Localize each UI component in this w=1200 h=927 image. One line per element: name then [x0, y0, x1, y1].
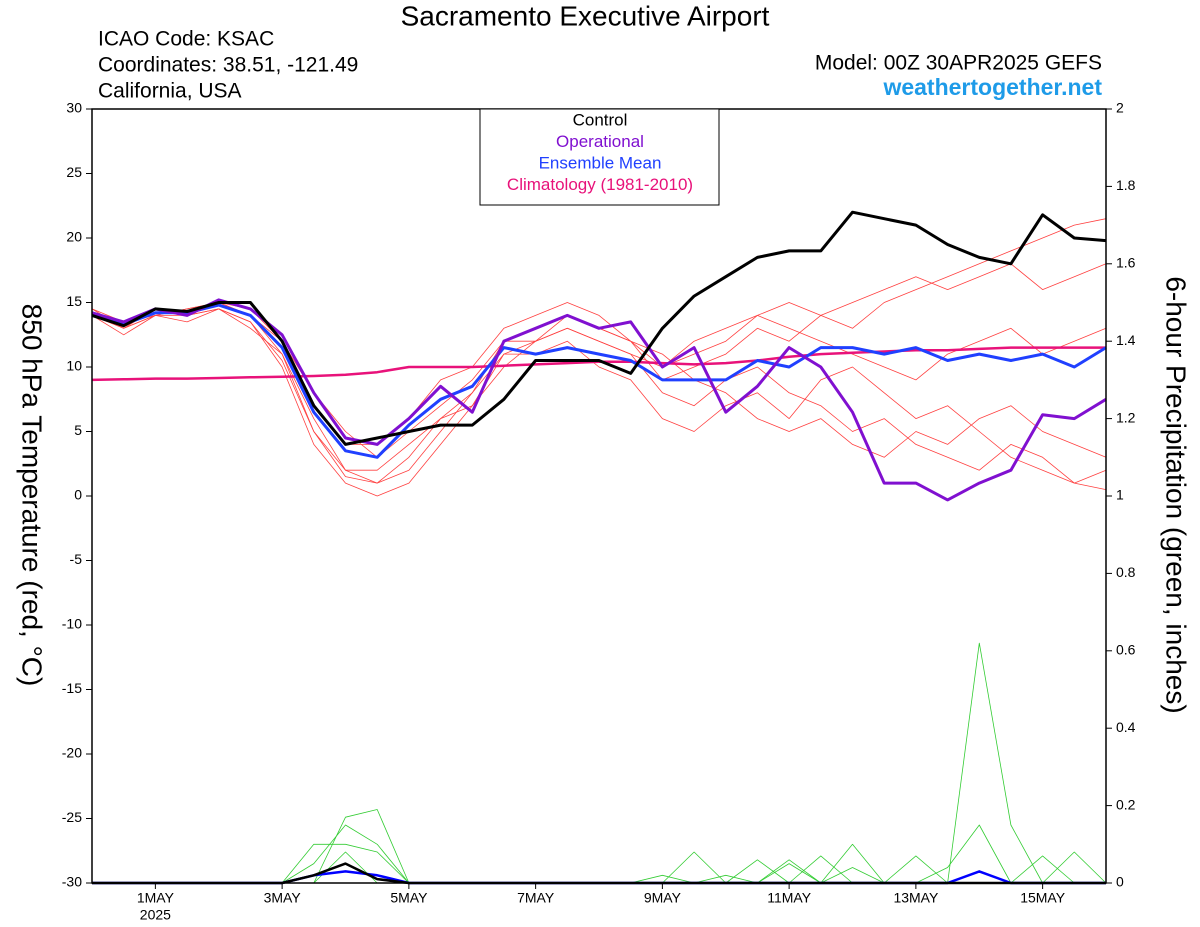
x-tick-label: 11MAY: [767, 890, 811, 906]
y-tick-label: -30: [62, 874, 82, 890]
x-tick-label: 13MAY: [893, 890, 939, 906]
x-tick-label: 3MAY: [264, 890, 302, 906]
x-tick-label: 1MAY: [137, 890, 175, 906]
y-tick-label: 20: [66, 229, 82, 245]
legend: Control Operational Ensemble Mean Climatolo…: [479, 108, 720, 206]
y2-axis-label: 6-hour Precipitation (green, inches): [1161, 276, 1192, 713]
y2-tick-label: 1: [1116, 487, 1124, 503]
y2-tick-label: 1.6: [1116, 255, 1136, 271]
precip-line: [92, 843, 1106, 884]
series-line: [91, 298, 1107, 502]
y-tick-label: 10: [66, 358, 82, 374]
y2-tick-label: 1.4: [1116, 332, 1136, 348]
y-tick-label: -5: [70, 551, 83, 567]
station-coordinates: Coordinates: 38.51, -121.49: [98, 54, 358, 77]
y-tick-label: 30: [66, 100, 82, 116]
y2-tick-label: 0.2: [1116, 796, 1136, 812]
member-line: [91, 302, 1107, 458]
y-tick-label: -25: [62, 809, 82, 825]
y2-tick-label: 1.8: [1116, 177, 1136, 193]
y2-tick-label: 1.2: [1116, 409, 1136, 425]
y2-tick-label: 0: [1116, 874, 1124, 890]
precip-line: [92, 870, 1106, 885]
member-line: [91, 308, 1107, 484]
y-tick-label: -10: [62, 616, 82, 632]
x-year-label: 2025: [140, 907, 171, 923]
y2-tick-label: 2: [1116, 100, 1124, 116]
y-tick-label: 0: [74, 487, 82, 503]
y-tick-label: -20: [62, 745, 82, 761]
series-line: [91, 346, 1106, 382]
precip-line: [92, 642, 1107, 884]
y-tick-label: 25: [66, 164, 82, 180]
precip-line: [92, 809, 1106, 884]
y-tick-label: 15: [66, 293, 82, 309]
member-line: [91, 263, 1107, 445]
plot-area: [91, 210, 1107, 885]
series-line: [91, 303, 1107, 459]
model-run: Model: 00Z 30APR2025 GEFS: [815, 52, 1102, 75]
x-tick-label: 9MAY: [644, 890, 682, 906]
legend-label: Ensemble Mean: [539, 153, 662, 172]
y-tick-label: 5: [74, 422, 82, 438]
y2-tick-label: 0.8: [1116, 564, 1136, 580]
x-tick-label: 15MAY: [1020, 890, 1066, 906]
y-axis-label: 850 hPa Temperature (red, °C): [17, 304, 48, 687]
member-line: [91, 308, 1107, 497]
chart-title: Sacramento Executive Airport: [401, 0, 770, 31]
member-line: [91, 308, 1107, 490]
station-location: California, USA: [98, 80, 242, 103]
legend-box: [479, 108, 720, 206]
x-tick-label: 5MAY: [390, 890, 428, 906]
legend-label: Control: [573, 110, 628, 129]
y2-tick-label: 0.4: [1116, 719, 1136, 735]
station-code: ICAO Code: KSAC: [98, 28, 274, 51]
legend-label: Operational: [556, 132, 644, 151]
y2-tick-label: 0.6: [1116, 642, 1136, 658]
y-tick-label: -15: [62, 680, 82, 696]
legend-label: Climatology (1981-2010): [507, 175, 693, 194]
series-line: [91, 210, 1107, 446]
source: weathertogether.net: [882, 74, 1102, 100]
x-tick-label: 7MAY: [517, 890, 555, 906]
